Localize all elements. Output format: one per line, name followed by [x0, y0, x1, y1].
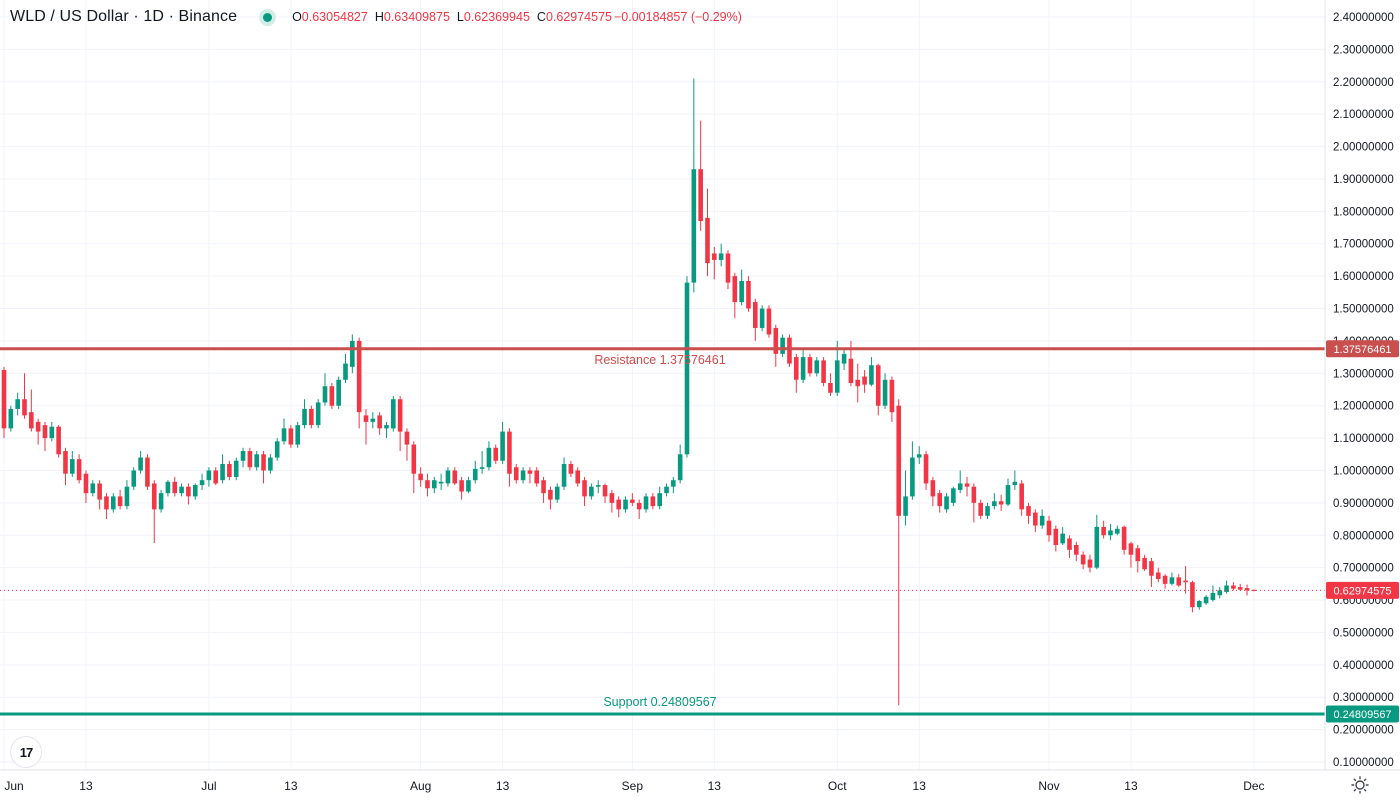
- ohlc-readout: O0.63054827 H0.63409875 L0.62369945 C0.6…: [292, 10, 612, 24]
- svg-text:0.24809567: 0.24809567: [1333, 709, 1391, 721]
- svg-text:Jul: Jul: [201, 779, 216, 793]
- svg-text:1.00000000: 1.00000000: [1333, 465, 1394, 477]
- svg-text:0.50000000: 0.50000000: [1333, 627, 1394, 639]
- open-value: O0.63054827: [292, 10, 368, 24]
- tradingview-logo[interactable]: 17: [10, 736, 42, 768]
- resistance-label: Resistance 1.37576461: [594, 353, 725, 367]
- svg-text:1.37576461: 1.37576461: [1333, 344, 1391, 356]
- svg-text:2.00000000: 2.00000000: [1333, 142, 1394, 154]
- time-axis[interactable]: Jun 13 Jul 13 Aug 13 Sep 13 Oct 13 Nov 13 Dec: [4, 779, 1264, 793]
- chart-header: WLD / US Dollar · 1D · Binance O0.630548…: [10, 6, 742, 28]
- theme-toggle-button[interactable]: [1349, 774, 1371, 796]
- svg-text:1.80000000: 1.80000000: [1333, 206, 1394, 218]
- last-price-badge: 0.62974575: [1326, 581, 1399, 599]
- svg-text:13: 13: [913, 779, 927, 793]
- svg-text:Nov: Nov: [1038, 779, 1059, 793]
- svg-text:0.90000000: 0.90000000: [1333, 498, 1394, 510]
- svg-text:2.40000000: 2.40000000: [1333, 12, 1394, 24]
- svg-text:0.30000000: 0.30000000: [1333, 692, 1394, 704]
- low-value: L0.62369945: [456, 10, 530, 24]
- svg-text:Aug: Aug: [410, 779, 431, 793]
- resistance-price-badge: 1.37576461: [1326, 340, 1399, 358]
- support-price-badge: 0.24809567: [1326, 705, 1399, 723]
- svg-text:13: 13: [1124, 779, 1138, 793]
- gridlines: [0, 0, 1325, 770]
- svg-text:1.70000000: 1.70000000: [1333, 239, 1394, 251]
- support-label: Support 0.24809567: [603, 695, 716, 709]
- svg-text:13: 13: [79, 779, 93, 793]
- svg-text:2.10000000: 2.10000000: [1333, 109, 1394, 121]
- close-value: C0.62974575: [536, 10, 612, 24]
- symbol-title: WLD / US Dollar · 1D · Binance: [10, 8, 238, 25]
- svg-text:Jun: Jun: [4, 779, 23, 793]
- svg-text:2.20000000: 2.20000000: [1333, 77, 1394, 89]
- svg-text:Dec: Dec: [1243, 779, 1264, 793]
- svg-text:13: 13: [284, 779, 298, 793]
- change-readout: −0.00184857 (−0.29%): [614, 10, 742, 24]
- svg-text:2.30000000: 2.30000000: [1333, 44, 1394, 56]
- tv-logo-glyph: 17: [19, 744, 34, 760]
- svg-text:1.10000000: 1.10000000: [1333, 433, 1394, 445]
- svg-text:1.60000000: 1.60000000: [1333, 271, 1394, 283]
- candles: [1, 78, 1257, 706]
- svg-text:0.80000000: 0.80000000: [1333, 530, 1394, 542]
- symbol-marker-icon: [259, 8, 277, 26]
- svg-text:13: 13: [708, 779, 722, 793]
- svg-text:Oct: Oct: [828, 779, 847, 793]
- svg-text:0.10000000: 0.10000000: [1333, 757, 1394, 769]
- level-lines[interactable]: Resistance 1.37576461 Support 0.24809567: [0, 347, 1325, 716]
- svg-text:Sep: Sep: [622, 779, 644, 793]
- svg-text:0.62974575: 0.62974575: [1333, 585, 1391, 597]
- svg-text:0.40000000: 0.40000000: [1333, 660, 1394, 672]
- svg-text:1.50000000: 1.50000000: [1333, 304, 1394, 316]
- teal-dot-icon: [263, 12, 273, 22]
- price-axis[interactable]: 0.10000000 0.20000000 0.30000000 0.40000000…: [1326, 12, 1399, 769]
- sun-icon: [1351, 776, 1369, 794]
- svg-text:1.90000000: 1.90000000: [1333, 174, 1394, 186]
- high-value: H0.63409875: [374, 10, 450, 24]
- svg-text:1.20000000: 1.20000000: [1333, 401, 1394, 413]
- svg-text:0.20000000: 0.20000000: [1333, 725, 1394, 737]
- svg-text:13: 13: [496, 779, 510, 793]
- svg-text:1.30000000: 1.30000000: [1333, 368, 1394, 380]
- svg-text:0.70000000: 0.70000000: [1333, 563, 1394, 575]
